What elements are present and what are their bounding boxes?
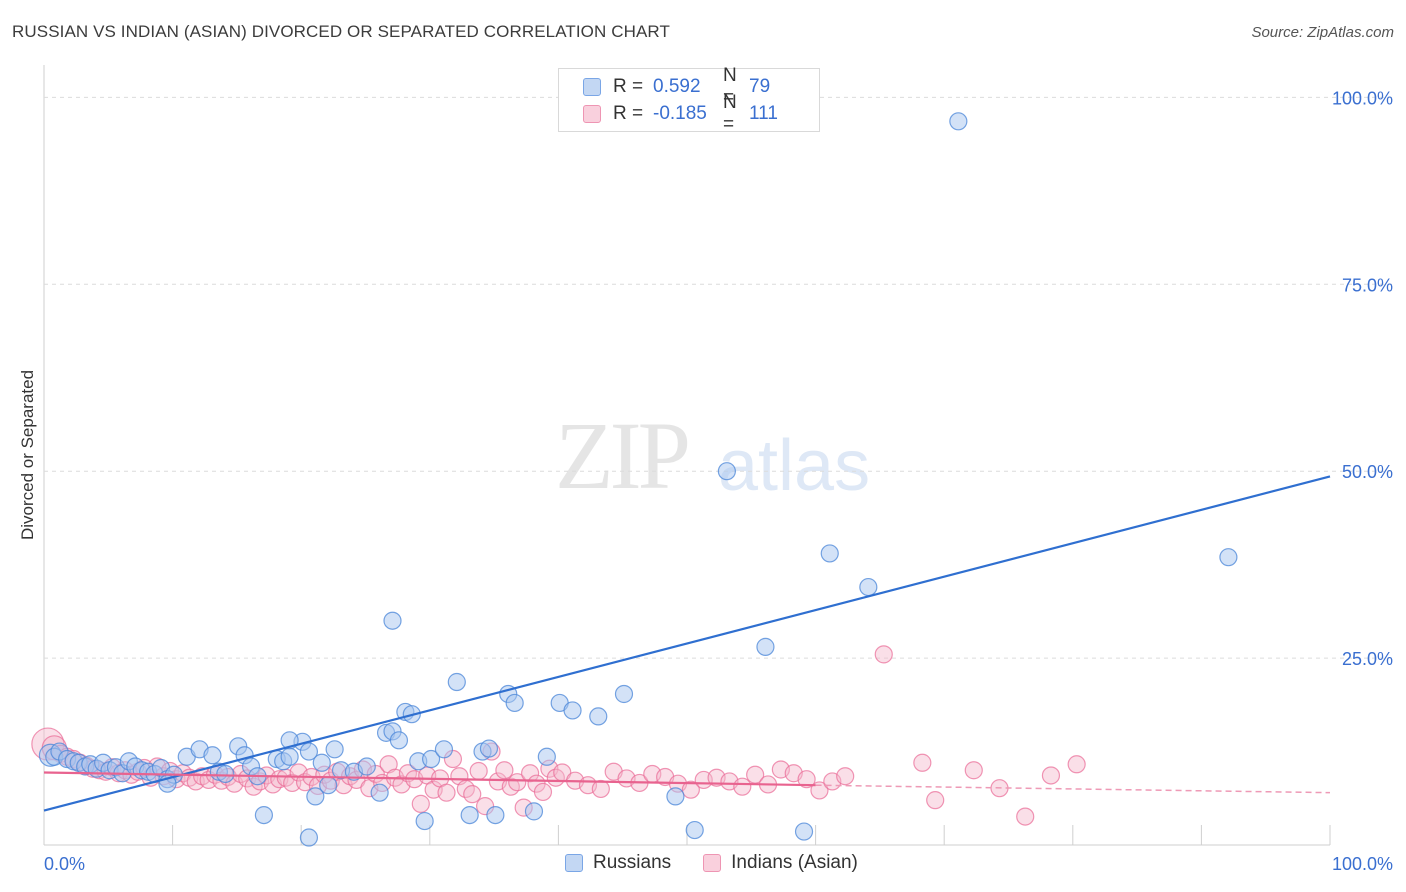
russian-point <box>666 787 685 806</box>
y-tick-label: 50.0% <box>1342 462 1393 482</box>
russian-point <box>859 577 878 597</box>
legend-item-russians[interactable]: Russians <box>565 852 671 874</box>
r-label: R = <box>613 76 644 97</box>
n-label: N = <box>723 92 737 135</box>
russian-point <box>949 112 968 131</box>
russian-point <box>794 822 814 841</box>
y-tick-label: 25.0% <box>1342 649 1393 669</box>
russian-point <box>717 462 736 481</box>
n-label: N = <box>723 65 737 108</box>
indian-point <box>836 767 855 786</box>
russian-point <box>820 544 839 563</box>
y-tick-label: 100.0% <box>1332 88 1393 108</box>
russian-point <box>203 746 222 765</box>
indian-point <box>1041 766 1061 785</box>
indian-point <box>681 780 700 799</box>
indian-point <box>437 783 456 802</box>
indian-point <box>797 770 816 789</box>
indian-point <box>1016 807 1035 826</box>
watermark-atlas: atlas <box>718 426 871 506</box>
legend-row-russians: R = 0.592 N = 79 <box>583 65 771 108</box>
x-tick-label: 0.0% <box>44 854 85 874</box>
r-value-indians: -0.185 <box>653 103 707 124</box>
russians-swatch <box>583 78 601 96</box>
russian-point <box>383 611 402 630</box>
russian-point <box>447 672 466 692</box>
indian-point <box>411 794 430 813</box>
russian-point <box>415 811 434 831</box>
indian-point <box>733 777 752 796</box>
watermark-zip: ZIP <box>555 402 691 509</box>
legend-item-indians[interactable]: Indians (Asian) <box>703 852 858 874</box>
russian-point <box>370 783 389 802</box>
russian-point <box>299 742 319 761</box>
n-value-indians: 111 <box>749 103 778 124</box>
r-value-russians: 0.592 <box>653 76 701 97</box>
russian-point <box>421 749 441 769</box>
r-label: R = <box>613 103 644 124</box>
russian-point <box>216 764 235 784</box>
indian-point <box>533 782 553 802</box>
indian-point <box>508 773 527 792</box>
x-tick-label: 100.0% <box>1332 854 1393 874</box>
russians-legend-label: Russians <box>593 852 672 873</box>
russian-point <box>306 787 325 806</box>
indian-point <box>283 773 302 793</box>
russian-point <box>460 805 479 825</box>
russian-point <box>537 747 556 766</box>
y-axis-label: Divorced or Separated <box>18 369 37 541</box>
series-legend: Russians Indians (Asian) <box>565 852 890 874</box>
indian-point <box>1067 755 1086 774</box>
indians-legend-label: Indians (Asian) <box>731 852 858 873</box>
indian-point <box>469 761 488 781</box>
indian-point <box>495 761 514 780</box>
russian-point <box>1219 548 1238 567</box>
russian-point <box>505 693 524 713</box>
russian-point <box>280 747 299 766</box>
chart-title: RUSSIAN VS INDIAN (ASIAN) DIVORCED OR SE… <box>12 22 670 41</box>
russian-point <box>563 701 582 720</box>
russian-point <box>357 757 376 776</box>
russian-point <box>325 740 344 759</box>
correlation-legend: R = 0.592 N = 79 R = -0.185 N = 111 <box>558 65 820 135</box>
indians-swatch <box>583 105 601 123</box>
russian-point <box>486 805 505 825</box>
indian-point <box>874 645 893 664</box>
source-label: Source: ZipAtlas.com <box>1251 24 1394 41</box>
russian-point <box>479 739 499 758</box>
russian-point <box>254 805 274 825</box>
indian-point <box>926 791 945 810</box>
russian-point <box>685 820 704 840</box>
russians-trend-line <box>43 475 1331 812</box>
russian-point <box>434 740 454 759</box>
russian-point <box>299 828 319 847</box>
y-tick-label: 75.0% <box>1342 275 1393 295</box>
indian-point <box>521 764 540 783</box>
russian-point <box>614 684 634 704</box>
indian-point <box>463 785 482 804</box>
russian-point <box>319 776 338 795</box>
russians-legend-swatch <box>565 854 583 872</box>
indian-point <box>964 761 983 780</box>
indian-point <box>591 779 610 799</box>
russian-point <box>389 731 409 750</box>
indians-trend-line <box>43 771 816 787</box>
indians-legend-swatch <box>703 854 722 872</box>
russian-point <box>756 637 775 656</box>
russian-point <box>312 753 331 772</box>
indian-point <box>913 753 932 772</box>
indians-trend-extension <box>815 784 1331 794</box>
legend-row-indians: R = -0.185 N = 111 <box>583 92 778 135</box>
n-value-russians: 79 <box>749 76 771 97</box>
russian-point <box>524 802 544 821</box>
russian-point <box>589 707 608 726</box>
